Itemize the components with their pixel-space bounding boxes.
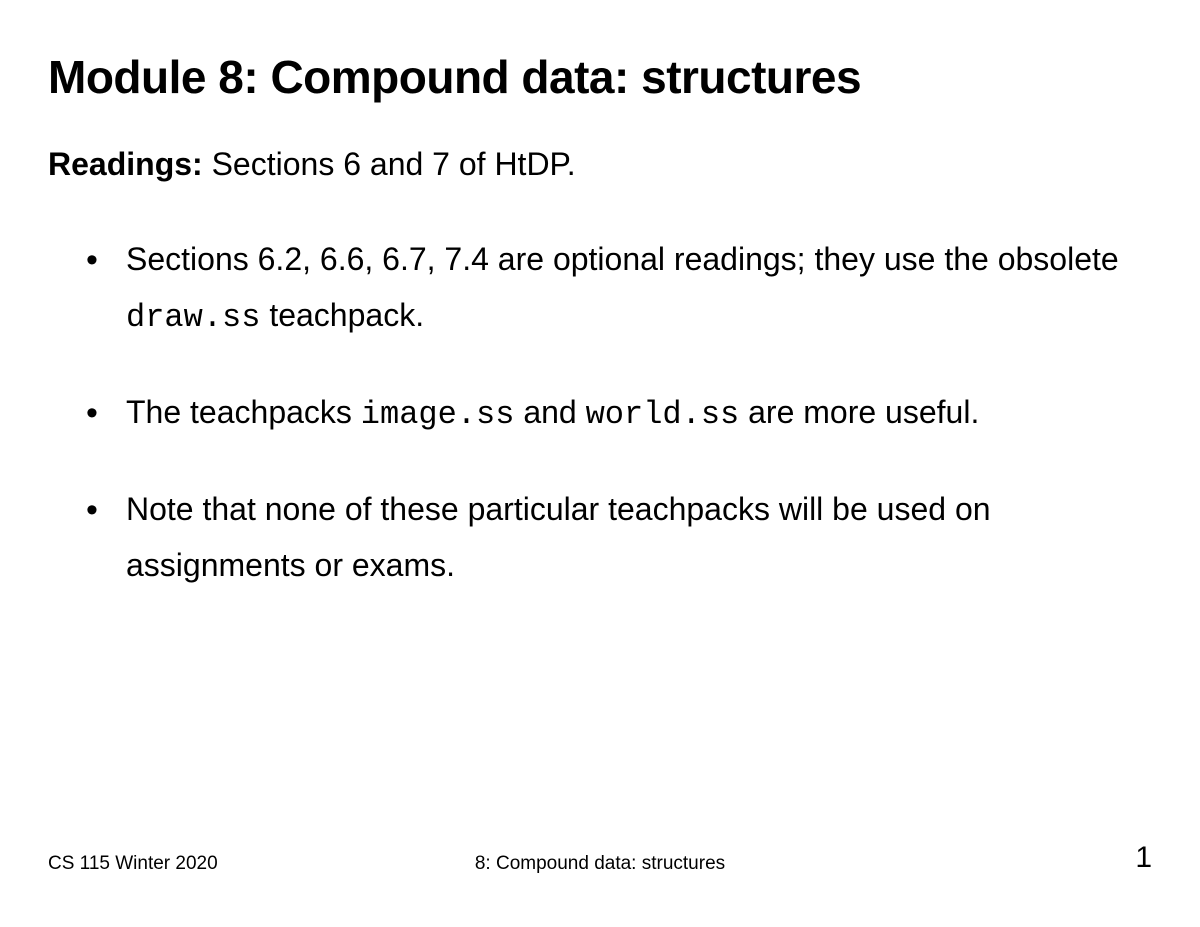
bullet-text: The teachpacks [126,394,361,430]
readings-line: Readings: Sections 6 and 7 of HtDP. [48,146,1152,183]
slide-footer: CS 115 Winter 2020 8: Compound data: str… [48,841,1152,875]
bullet-text: teachpack. [260,297,424,333]
list-item: Sections 6.2, 6.6, 6.7, 7.4 are optional… [106,231,1152,346]
list-item: The teachpacks image.ss and world.ss are… [106,384,1152,443]
code-text: image.ss [361,396,515,433]
readings-text: Sections 6 and 7 of HtDP. [203,146,576,182]
slide-title: Module 8: Compound data: structures [48,50,1152,104]
readings-label: Readings: [48,146,203,182]
bullet-list: Sections 6.2, 6.6, 6.7, 7.4 are optional… [48,231,1152,596]
footer-course: CS 115 Winter 2020 [48,853,218,875]
code-text: world.ss [586,396,740,433]
bullet-text: are more useful. [739,394,979,430]
bullet-text: Note that none of these particular teach… [126,491,991,583]
code-text: draw.ss [126,299,260,336]
footer-module: 8: Compound data: structures [475,853,725,875]
footer-page-number: 1 [1135,841,1152,875]
bullet-text: Sections 6.2, 6.6, 6.7, 7.4 are optional… [126,241,1119,277]
bullet-text: and [514,394,585,430]
list-item: Note that none of these particular teach… [106,481,1152,596]
